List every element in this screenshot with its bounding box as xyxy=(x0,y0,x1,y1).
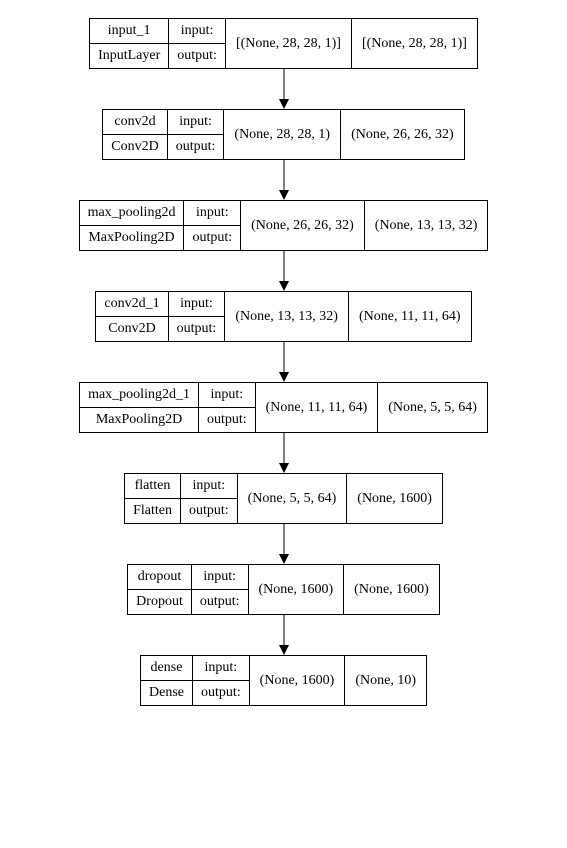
io-label-col: input:output: xyxy=(169,292,226,341)
input-shape: [(None, 28, 28, 1)] xyxy=(226,19,352,68)
input-label: input: xyxy=(169,19,226,44)
layer-type: Conv2D xyxy=(103,135,167,159)
io-label-col: input:output: xyxy=(199,383,256,432)
arrow-down-icon xyxy=(277,433,291,473)
input-label: input: xyxy=(168,110,225,135)
layer-node: max_pooling2dMaxPooling2Dinput:output:(N… xyxy=(79,200,489,251)
layer-id-col: flattenFlatten xyxy=(125,474,181,523)
layer-name: input_1 xyxy=(90,19,169,44)
layer-id-col: input_1InputLayer xyxy=(90,19,169,68)
layer-type: InputLayer xyxy=(90,44,169,68)
arrow-down-icon xyxy=(277,251,291,291)
output-label: output: xyxy=(169,317,226,341)
output-label: output: xyxy=(193,681,250,705)
layer-node: conv2d_1Conv2Dinput:output:(None, 13, 13… xyxy=(95,291,471,342)
layer-type: MaxPooling2D xyxy=(80,408,199,432)
output-shape: (None, 1600) xyxy=(347,474,442,523)
input-label: input: xyxy=(169,292,226,317)
layer-name: max_pooling2d xyxy=(80,201,185,226)
io-label-col: input:output: xyxy=(184,201,241,250)
layer-id-col: denseDense xyxy=(141,656,193,705)
input-label: input: xyxy=(199,383,256,408)
layer-id-col: conv2d_1Conv2D xyxy=(96,292,168,341)
layer-id-col: max_pooling2d_1MaxPooling2D xyxy=(80,383,199,432)
model-diagram: input_1InputLayerinput:output:[(None, 28… xyxy=(0,0,567,724)
output-shape: (None, 1600) xyxy=(344,565,439,614)
input-label: input: xyxy=(193,656,250,681)
layer-node: denseDenseinput:output:(None, 1600)(None… xyxy=(140,655,427,706)
io-label-col: input:output: xyxy=(169,19,226,68)
layer-name: conv2d xyxy=(103,110,167,135)
arrow-down-icon xyxy=(277,615,291,655)
output-label: output: xyxy=(184,226,241,250)
input-label: input: xyxy=(181,474,238,499)
output-label: output: xyxy=(169,44,226,68)
arrow-down-icon xyxy=(277,524,291,564)
arrow-down-icon xyxy=(277,342,291,382)
arrow-down-icon xyxy=(277,160,291,200)
layer-node: max_pooling2d_1MaxPooling2Dinput:output:… xyxy=(79,382,488,433)
layer-node: dropoutDropoutinput:output:(None, 1600)(… xyxy=(127,564,440,615)
output-label: output: xyxy=(181,499,238,523)
layer-node: conv2dConv2Dinput:output:(None, 28, 28, … xyxy=(102,109,464,160)
io-label-col: input:output: xyxy=(181,474,238,523)
output-shape: (None, 26, 26, 32) xyxy=(341,110,464,159)
input-shape: (None, 13, 13, 32) xyxy=(225,292,349,341)
io-label-col: input:output: xyxy=(193,656,250,705)
input-shape: (None, 26, 26, 32) xyxy=(241,201,365,250)
arrow-down-icon xyxy=(277,69,291,109)
layer-id-col: max_pooling2dMaxPooling2D xyxy=(80,201,185,250)
layer-name: conv2d_1 xyxy=(96,292,168,317)
layer-name: dense xyxy=(141,656,193,681)
output-label: output: xyxy=(199,408,256,432)
layer-id-col: conv2dConv2D xyxy=(103,110,167,159)
layer-id-col: dropoutDropout xyxy=(128,565,192,614)
output-shape: (None, 5, 5, 64) xyxy=(378,383,487,432)
output-shape: [(None, 28, 28, 1)] xyxy=(352,19,477,68)
layer-name: max_pooling2d_1 xyxy=(80,383,199,408)
layer-node: flattenFlatteninput:output:(None, 5, 5, … xyxy=(124,473,443,524)
layer-type: Dropout xyxy=(128,590,192,614)
input-label: input: xyxy=(184,201,241,226)
output-label: output: xyxy=(168,135,225,159)
io-label-col: input:output: xyxy=(192,565,249,614)
input-shape: (None, 1600) xyxy=(250,656,346,705)
output-label: output: xyxy=(192,590,249,614)
layer-type: Flatten xyxy=(125,499,181,523)
layer-name: dropout xyxy=(128,565,192,590)
input-shape: (None, 11, 11, 64) xyxy=(256,383,379,432)
layer-type: Dense xyxy=(141,681,193,705)
output-shape: (None, 13, 13, 32) xyxy=(365,201,488,250)
input-label: input: xyxy=(192,565,249,590)
input-shape: (None, 28, 28, 1) xyxy=(224,110,341,159)
io-label-col: input:output: xyxy=(168,110,225,159)
output-shape: (None, 11, 11, 64) xyxy=(349,292,471,341)
input-shape: (None, 5, 5, 64) xyxy=(238,474,348,523)
layer-type: MaxPooling2D xyxy=(80,226,185,250)
layer-node: input_1InputLayerinput:output:[(None, 28… xyxy=(89,18,478,69)
layer-name: flatten xyxy=(125,474,181,499)
input-shape: (None, 1600) xyxy=(249,565,345,614)
output-shape: (None, 10) xyxy=(345,656,426,705)
layer-type: Conv2D xyxy=(96,317,168,341)
